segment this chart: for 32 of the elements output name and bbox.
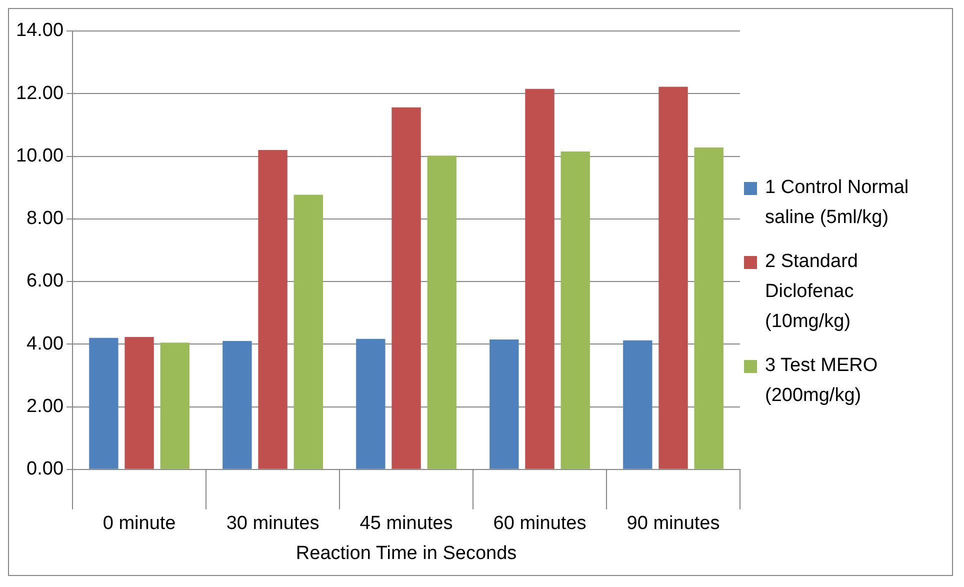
legend-label: 3 Test MERO (200mg/kg): [765, 354, 879, 408]
bar: [89, 338, 118, 469]
y-tick-label: 12.00: [16, 82, 64, 104]
x-tick-label: 0 minute: [102, 513, 176, 534]
bar: [222, 341, 252, 469]
legend-label: 1 Control Normal saline (5ml/kg): [765, 176, 910, 230]
bar: [160, 342, 190, 469]
bar: [560, 152, 590, 469]
bar: [294, 194, 323, 469]
bar: [258, 150, 288, 469]
y-tick-label: 10.00: [16, 145, 64, 166]
legend-label: 2 Standard Diclofenac (10mg/kg): [765, 250, 859, 334]
y-tick-label: 14.00: [16, 20, 64, 42]
bar: [658, 86, 688, 469]
bar: [623, 340, 652, 469]
bar: [356, 338, 386, 469]
x-tick-label: 30 minutes: [226, 513, 320, 534]
bar: [525, 88, 554, 469]
x-axis-title: Reaction Time in Seconds: [296, 542, 517, 564]
x-tick-label: 90 minutes: [626, 513, 720, 534]
bar: [427, 156, 456, 469]
bar: [124, 336, 154, 469]
y-tick-label: 8.00: [26, 208, 64, 230]
bar: [694, 147, 724, 469]
x-tick-label: 60 minutes: [493, 513, 586, 534]
x-tick-label: 45 minutes: [360, 513, 453, 534]
y-tick-label: 0.00: [26, 458, 64, 480]
y-tick-label: 2.00: [26, 396, 64, 418]
y-tick-label: 6.00: [26, 270, 64, 292]
bar: [490, 339, 519, 469]
y-tick-label: 4.00: [26, 333, 64, 354]
bar: [392, 107, 421, 469]
